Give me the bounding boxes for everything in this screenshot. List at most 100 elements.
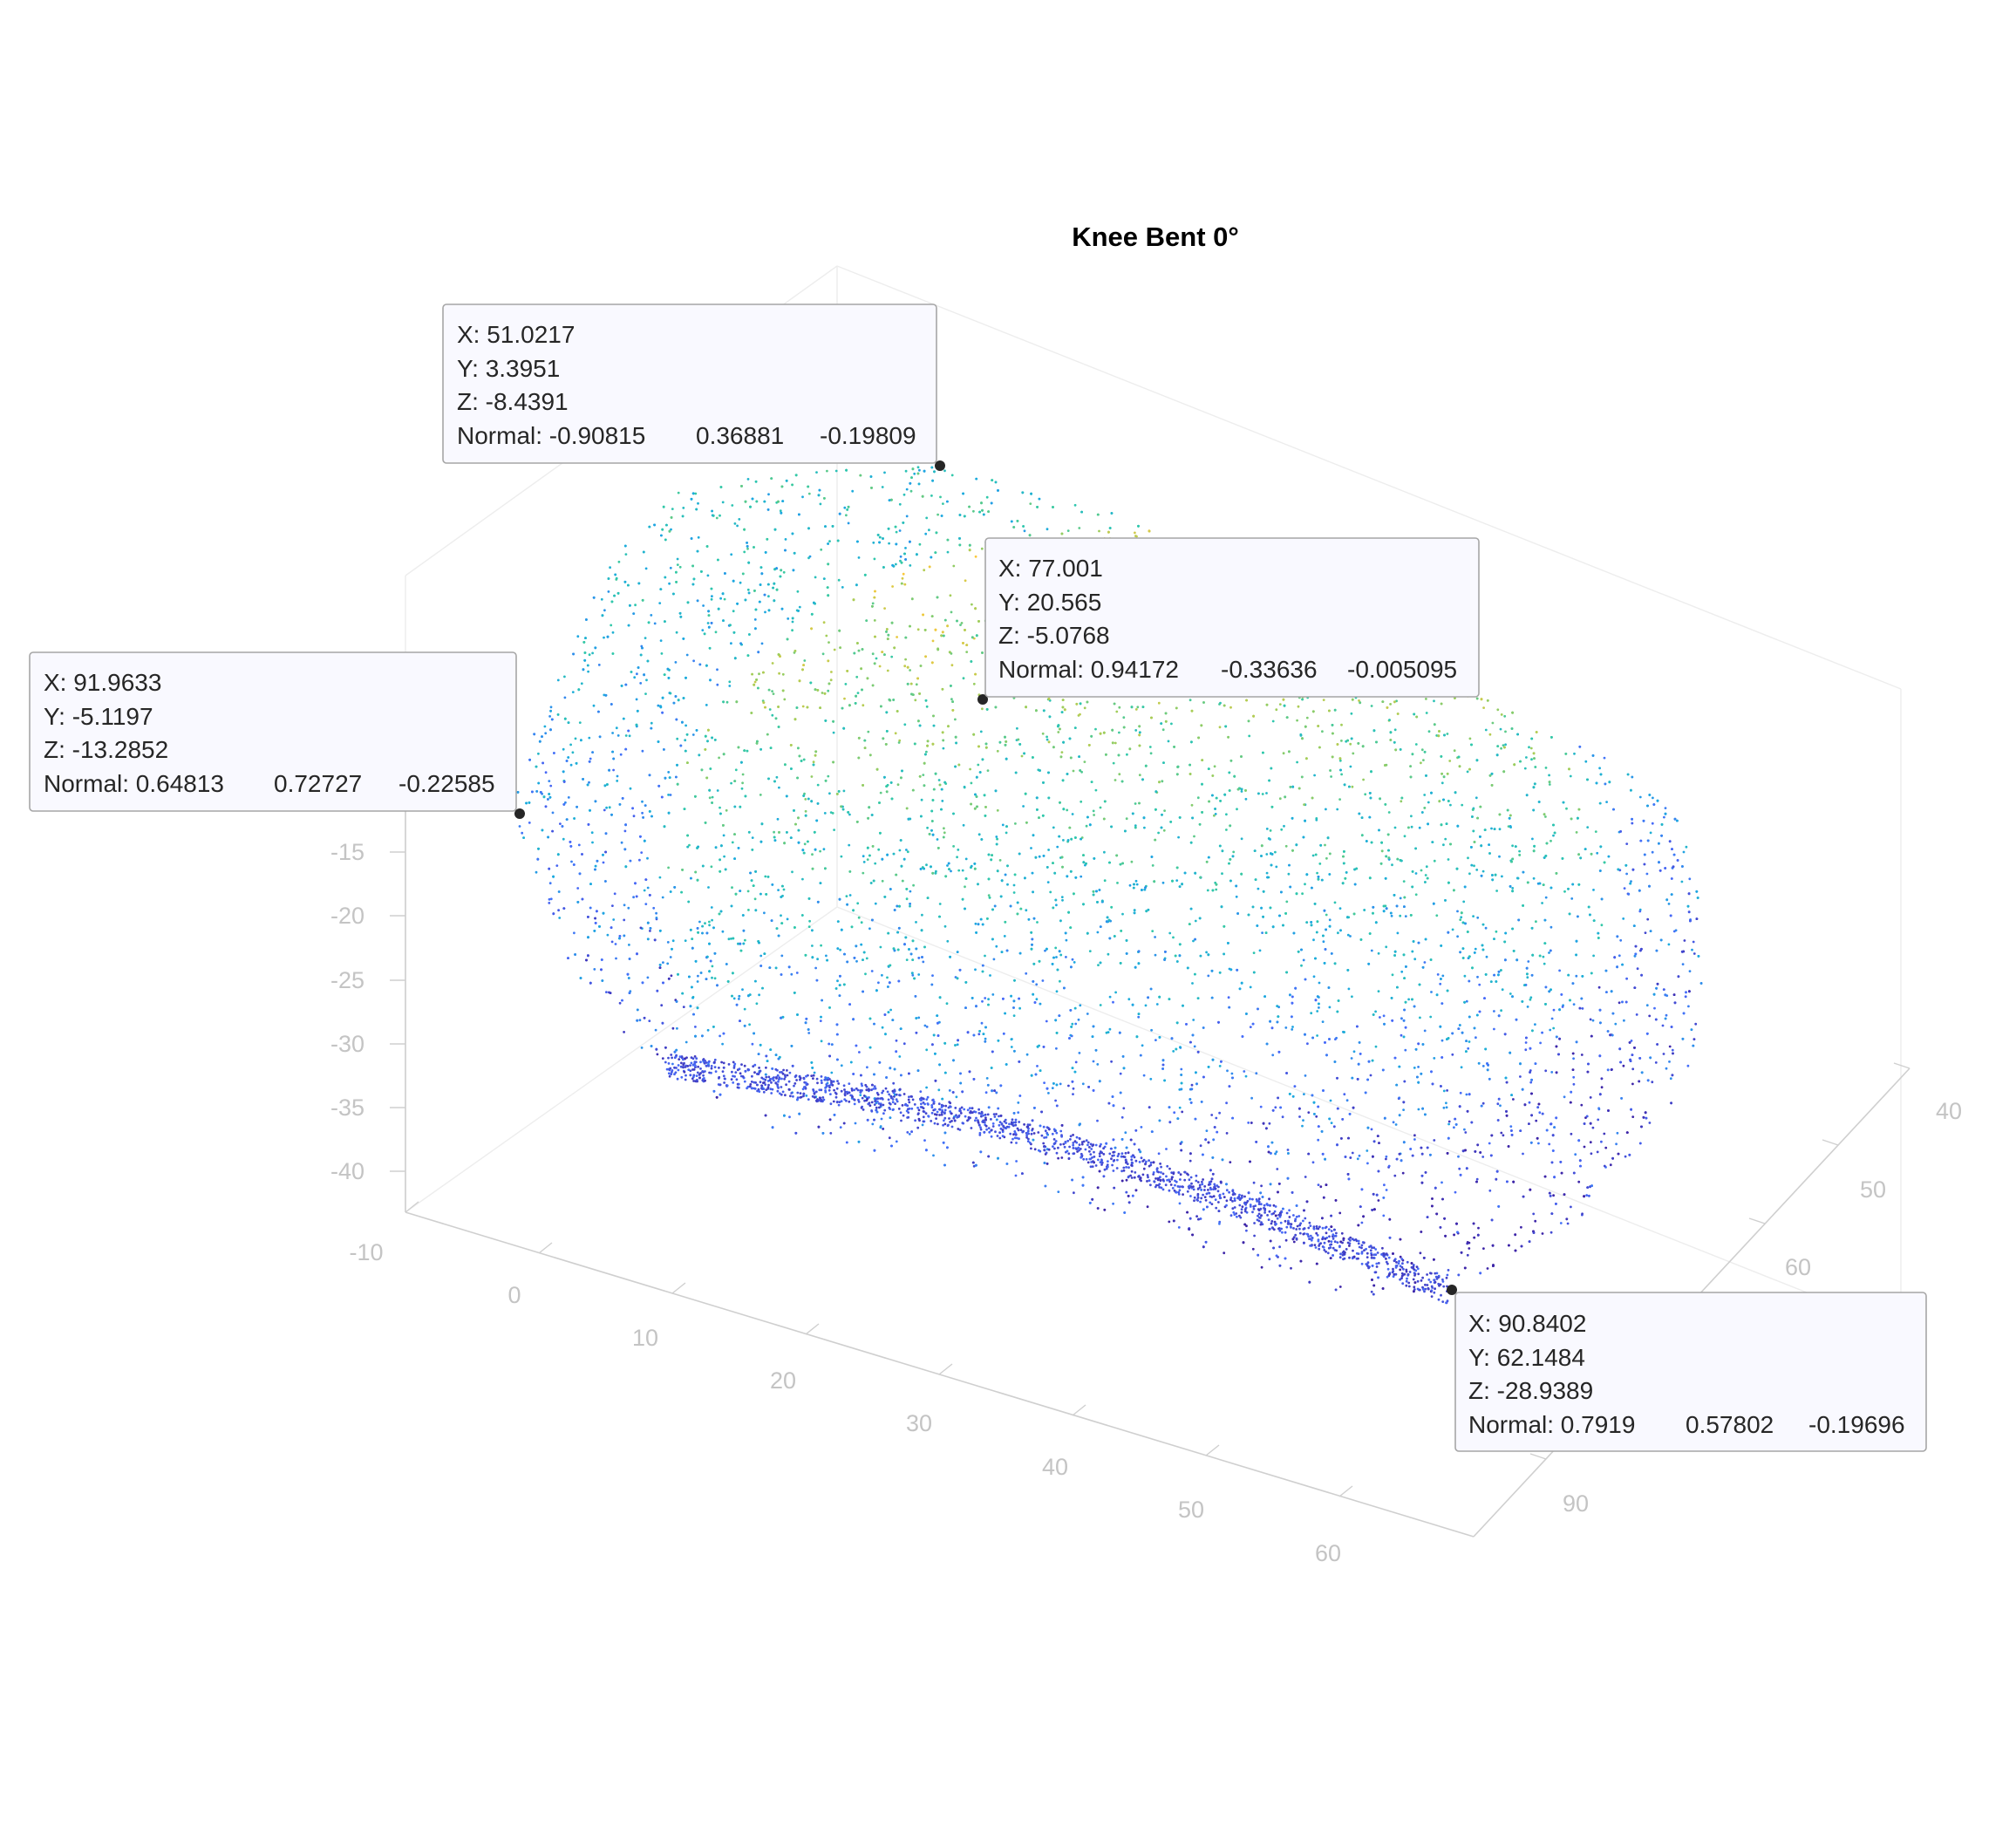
cloud-point [819,849,821,853]
cloud-point [611,631,615,634]
cloud-point [648,1019,651,1022]
cloud-point [676,563,679,566]
cloud-point [1549,1028,1552,1032]
cloud-point [1275,865,1278,869]
cloud-point [638,1019,642,1022]
cloud-point [880,1117,883,1121]
cloud-point [1686,1064,1690,1067]
cloud-point [692,659,695,663]
cloud-point [980,1115,983,1118]
cloud-point [1424,874,1427,876]
cloud-point [1079,713,1081,716]
cloud-point [1414,872,1418,875]
cloud-point [995,944,998,948]
cloud-point [1094,727,1097,731]
cloud-point [1251,1247,1255,1251]
cloud-point [862,704,865,707]
cloud-point [1460,916,1463,919]
cloud-point [1097,964,1100,966]
cloud-point [1572,1003,1576,1006]
cloud-point [1623,887,1626,890]
cloud-point [1668,1045,1672,1048]
cloud-point [650,614,653,617]
cloud-point [984,1091,988,1094]
cloud-point [776,817,780,821]
cloud-point [1225,829,1228,831]
cloud-point [1124,1131,1127,1135]
cloud-point [1108,1027,1112,1031]
cloud-point [1025,909,1028,912]
cloud-point [1098,529,1100,533]
cloud-point [872,541,875,544]
cloud-point [1255,1072,1258,1075]
cloud-point [1210,1203,1214,1205]
cloud-point [834,469,838,473]
cloud-point [1060,896,1064,898]
cloud-point [1481,1156,1485,1158]
cloud-point [1089,1165,1093,1169]
cloud-point [1059,1082,1062,1086]
cloud-point [819,1019,822,1022]
cloud-point [974,968,977,972]
cloud-point [811,853,814,856]
cloud-point [758,993,760,997]
cloud-point [682,1006,685,1008]
cloud-point [858,1051,861,1054]
cloud-point [980,1021,984,1025]
cloud-point [1535,1119,1538,1122]
cloud-point [759,794,762,796]
cloud-point [623,1031,625,1033]
cloud-point [1458,1167,1461,1170]
cloud-point [549,897,553,901]
cloud-point [671,939,675,943]
cloud-point [877,848,881,851]
cloud-point [772,692,775,695]
cloud-point [1538,1111,1542,1115]
cloud-point [764,610,766,614]
cloud-point [886,669,889,672]
cloud-point [1036,921,1039,924]
cloud-point [1581,1212,1584,1216]
cloud-point [1225,1132,1229,1135]
cloud-point [827,774,830,778]
cloud-point [878,665,882,668]
cloud-point [1066,529,1070,532]
cloud-point [1328,918,1332,922]
cloud-point [1619,938,1623,942]
cloud-point [1080,800,1083,803]
cloud-point [563,696,567,699]
cloud-point [1594,830,1597,833]
cloud-point [1559,1222,1563,1224]
cloud-point [691,733,695,736]
cloud-point [1418,826,1421,829]
cloud-point [903,723,907,726]
cloud-point [629,787,632,790]
cloud-point [655,911,657,915]
cloud-point [1161,728,1165,732]
cloud-point [644,637,647,639]
cloud-point [1225,813,1228,816]
cloud-point [638,858,641,862]
cloud-point [1311,854,1315,857]
cloud-point [1162,829,1166,832]
cloud-point [1609,1163,1612,1167]
cloud-point [655,917,658,919]
cloud-point [1447,1269,1450,1272]
cloud-point [639,926,643,930]
cloud-point [1338,759,1342,762]
cloud-point [783,698,787,701]
cloud-point [644,567,648,570]
cloud-point [1094,788,1098,792]
cloud-point [1366,1149,1369,1152]
cloud-point [1466,1253,1469,1257]
cloud-point [1442,1106,1446,1109]
cloud-point [1315,818,1318,822]
cloud-point [695,1057,698,1060]
cloud-point [1589,1141,1592,1144]
cloud-point [706,574,710,577]
cloud-point [1244,797,1248,801]
cloud-point [807,492,811,495]
cloud-point [1362,778,1365,781]
cloud-point [1348,1245,1351,1247]
cloud-point [1645,1004,1649,1007]
